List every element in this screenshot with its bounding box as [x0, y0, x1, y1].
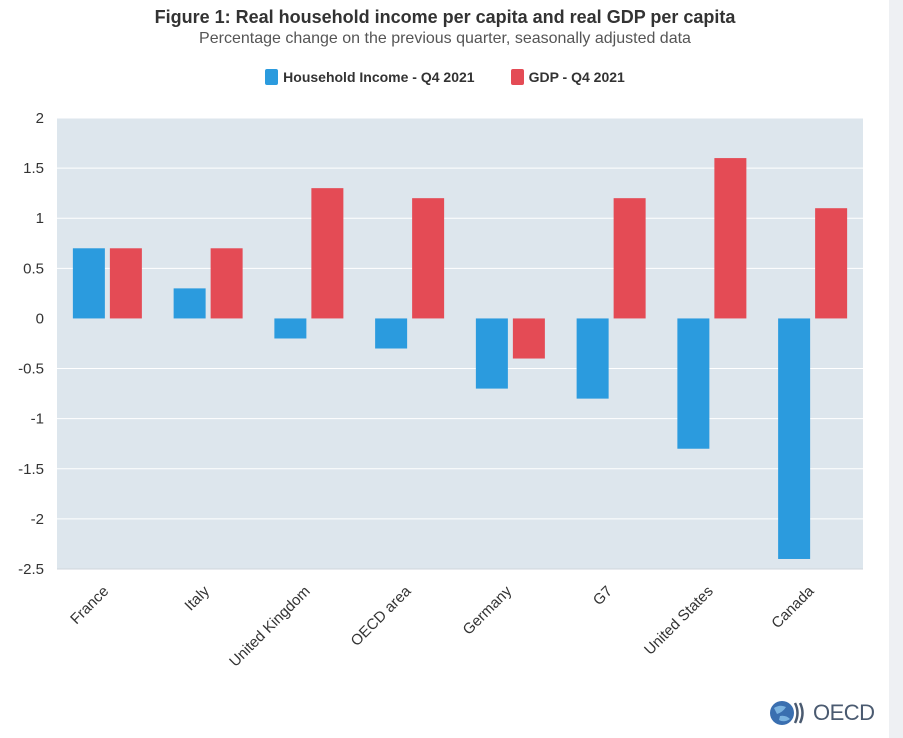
- y-tick-label: 2: [36, 110, 44, 127]
- legend-label-gdp: GDP - Q4 2021: [528, 69, 625, 85]
- bar-household: [778, 318, 811, 559]
- legend: Household Income - Q4 2021 GDP - Q4 2021: [0, 69, 890, 85]
- x-tick-label: Canada: [768, 582, 818, 632]
- legend-swatch-household: [265, 69, 279, 85]
- x-tick-label: G7: [590, 583, 616, 609]
- bar-chart: 2 1.5 1 0.5 0 -0.5 -1 -1.5 -2 -2.5 France Italy Unit…: [18, 110, 863, 670]
- x-tick-label: United States: [641, 583, 717, 659]
- y-tick-label: -2.5: [18, 561, 44, 578]
- y-tick-label: -1.5: [18, 461, 44, 478]
- bar-gdp: [714, 158, 747, 319]
- y-tick-label: -0.5: [18, 361, 44, 378]
- x-tick-label: OECD area: [348, 582, 415, 649]
- oecd-globe-icon: [770, 701, 804, 725]
- bar-gdp: [412, 198, 445, 319]
- x-tick-label: Germany: [460, 582, 516, 638]
- x-tick-label: France: [67, 583, 112, 628]
- oecd-logo-text: OECD: [813, 700, 875, 725]
- bar-household: [173, 288, 206, 319]
- bar-household: [72, 248, 105, 319]
- right-border-strip: [889, 0, 903, 738]
- y-tick-label: 0: [36, 310, 44, 327]
- bar-gdp: [311, 188, 344, 319]
- legend-swatch-gdp: [510, 69, 524, 85]
- legend-label-household: Household Income - Q4 2021: [283, 69, 475, 85]
- legend-item-gdp[interactable]: GDP - Q4 2021: [510, 69, 625, 85]
- bar-gdp: [512, 318, 545, 359]
- y-tick-label: -2: [31, 511, 44, 528]
- bar-gdp: [210, 248, 243, 319]
- x-tick-label: Italy: [181, 582, 213, 614]
- bar-gdp: [815, 208, 848, 319]
- chart-subtitle: Percentage change on the previous quarte…: [199, 30, 691, 47]
- bar-gdp: [109, 248, 142, 319]
- bar-household: [375, 318, 408, 349]
- x-tick-label: United Kingdom: [226, 583, 313, 670]
- bar-household: [576, 318, 609, 399]
- y-tick-label: -1: [31, 411, 44, 428]
- y-tick-label: 1.5: [23, 160, 44, 177]
- y-tick-label: 0.5: [23, 260, 44, 277]
- bar-household: [475, 318, 508, 389]
- bar-household: [274, 318, 307, 339]
- bar-household: [677, 318, 710, 449]
- bar-gdp: [613, 198, 646, 319]
- legend-item-household[interactable]: Household Income - Q4 2021: [265, 69, 475, 85]
- chart-title: Figure 1: Real household income per capi…: [154, 7, 736, 27]
- y-tick-label: 1: [36, 210, 44, 227]
- oecd-logo: OECD: [768, 698, 875, 728]
